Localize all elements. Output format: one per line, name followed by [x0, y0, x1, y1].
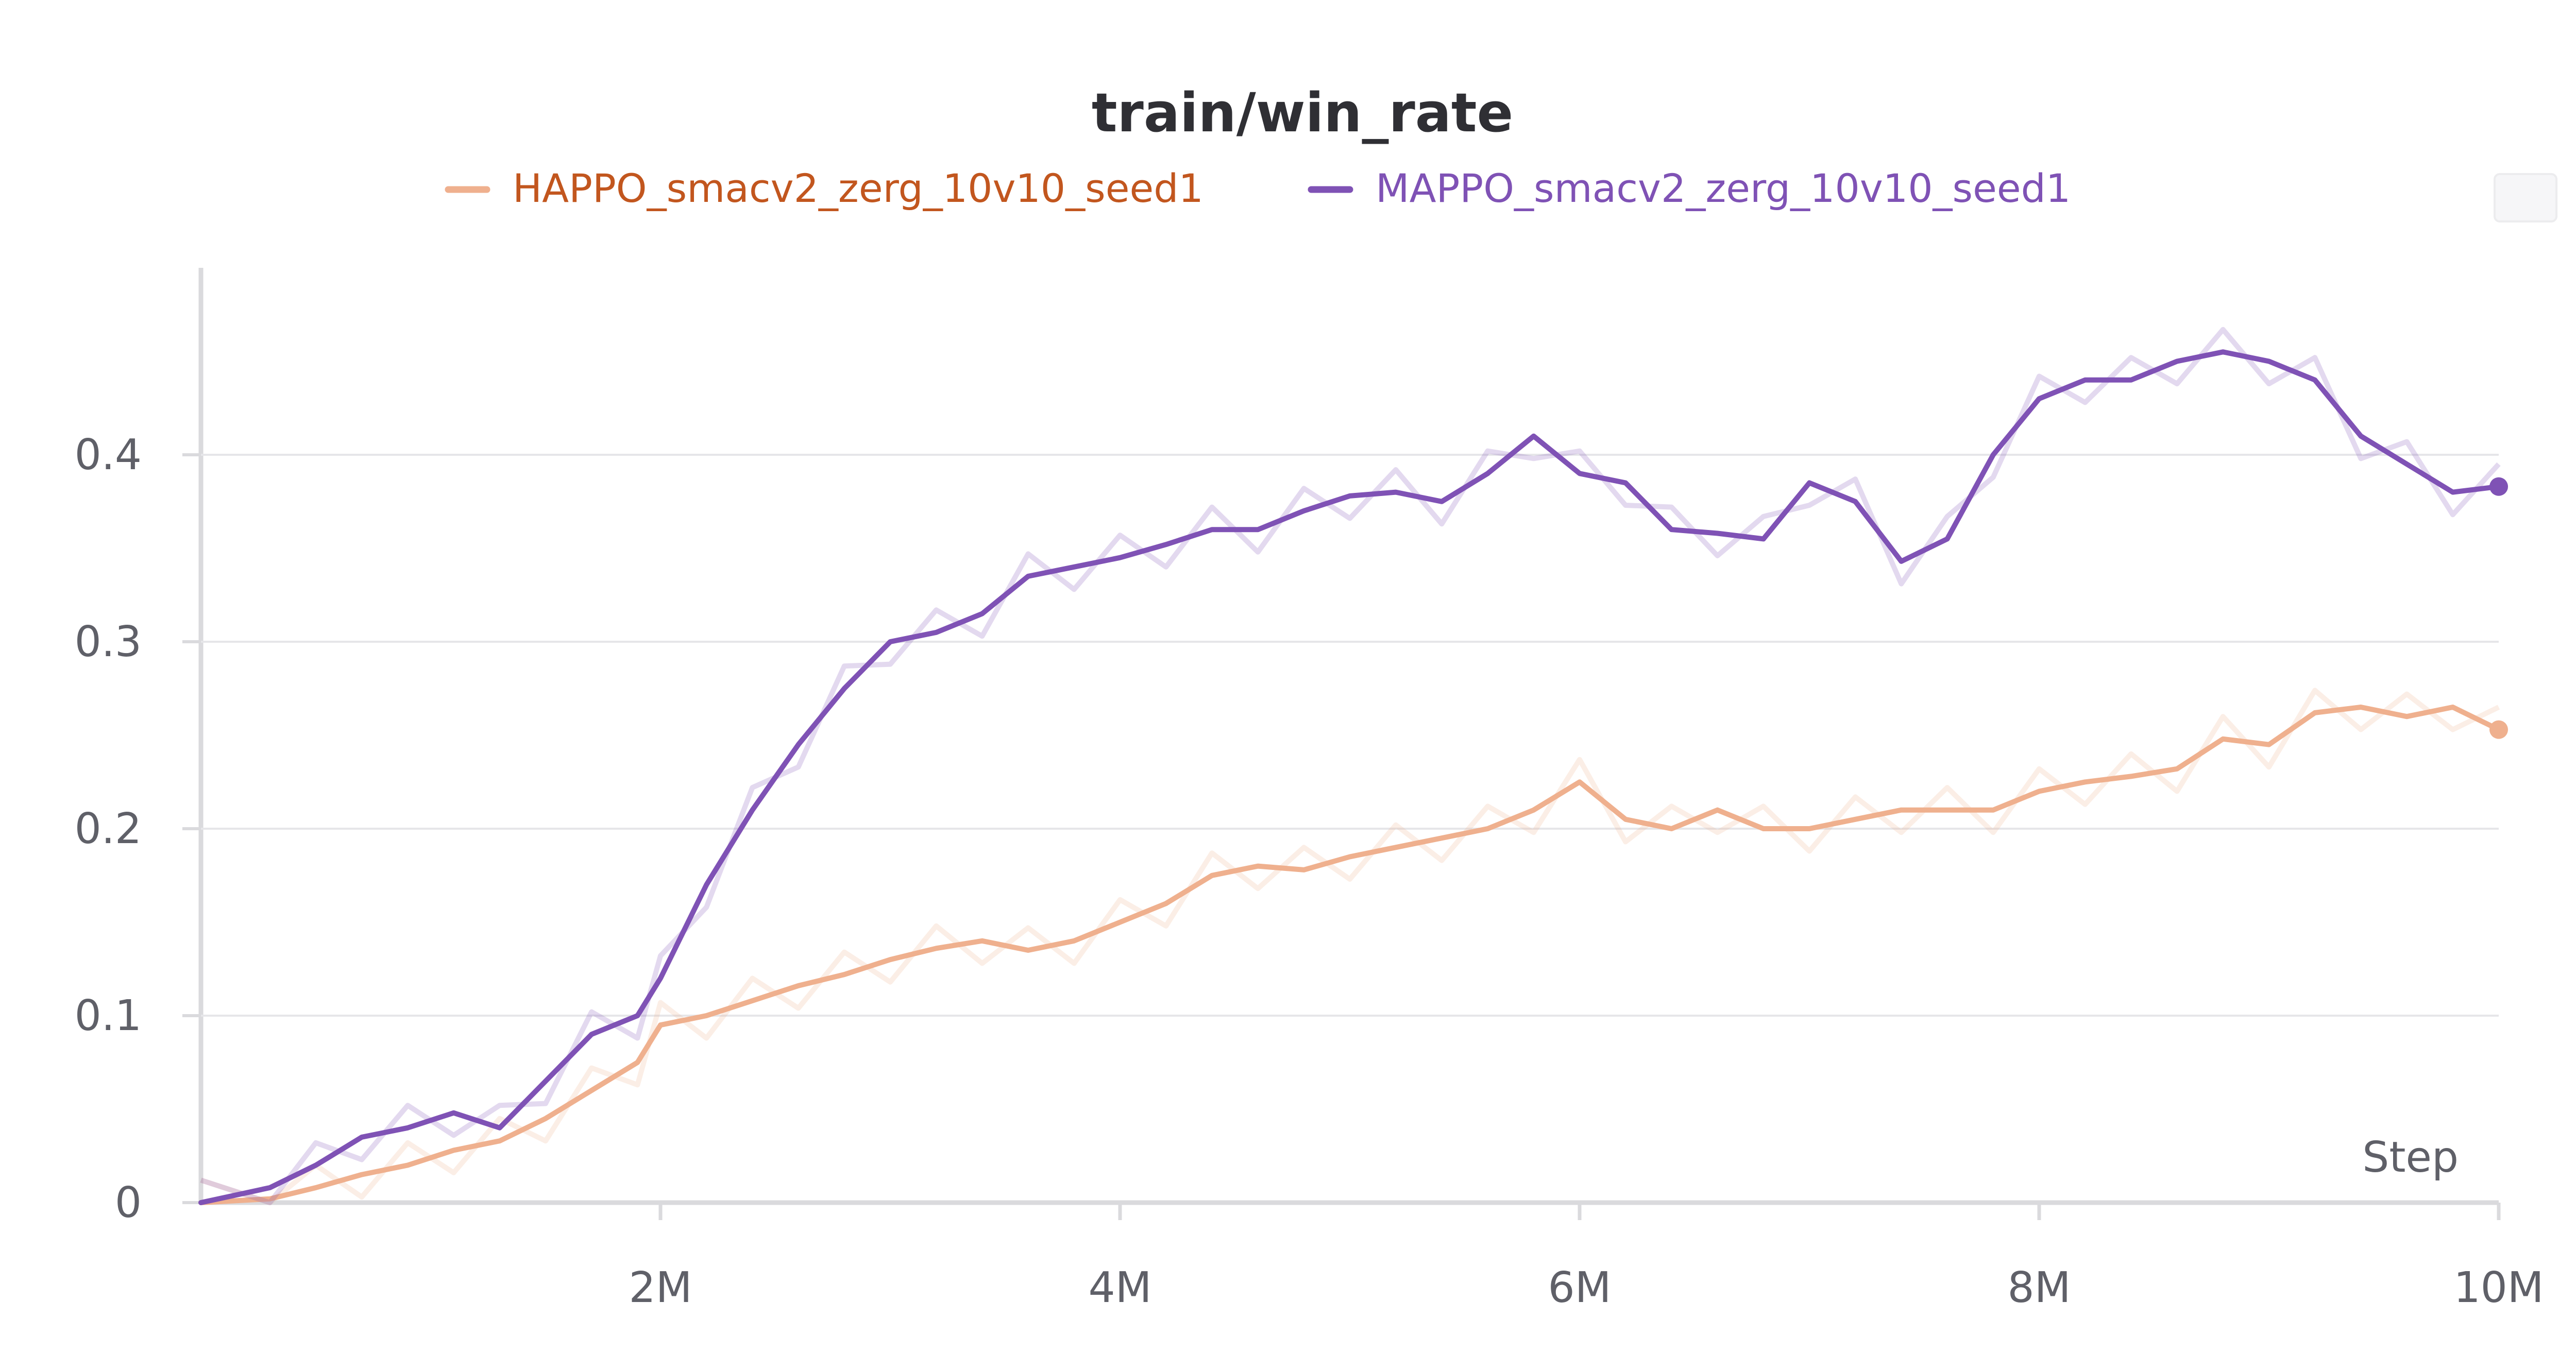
- x-tick-label: 6M: [1548, 1263, 1612, 1312]
- series-lines: [198, 327, 2508, 1205]
- y-tick-label: 0.3: [75, 618, 142, 666]
- mappo-legend-label: MAPPO_smacv2_zerg_10v10_seed1: [1376, 165, 2071, 211]
- x-tick-label: 2M: [629, 1263, 692, 1312]
- y-tick-label: 0.4: [75, 431, 142, 480]
- mappo-endpoint-marker: [2489, 477, 2508, 496]
- mappo-raw-line: [200, 327, 2501, 1205]
- happo-raw-line: [200, 688, 2500, 1205]
- x-tick-label: 10M: [2453, 1263, 2544, 1312]
- x-axis-ticks: 2M 4M 6M 8M 10M: [629, 1203, 2544, 1312]
- legend: HAPPO_smacv2_zerg_10v10_seed1 MAPPO_smacv…: [445, 165, 2071, 211]
- y-axis-ticks: 0 0.1 0.2 0.3 0.4: [75, 431, 201, 1227]
- happo-legend-label: HAPPO_smacv2_zerg_10v10_seed1: [513, 165, 1204, 211]
- legend-toggle-button[interactable]: [2494, 173, 2557, 222]
- y-tick-label: 0: [115, 1178, 142, 1227]
- y-tick-label: 0.2: [75, 804, 142, 853]
- y-tick-label: 0.1: [75, 991, 142, 1040]
- happo-endpoint-marker: [2489, 720, 2508, 739]
- chart-title: train/win_rate: [1092, 81, 1513, 144]
- happo-series-line: [198, 705, 2501, 1205]
- x-tick-label: 4M: [1089, 1263, 1152, 1312]
- x-tick-label: 8M: [2008, 1263, 2071, 1312]
- mappo-series-line: [198, 349, 2501, 1205]
- gridlines: [198, 268, 2499, 1205]
- x-axis-label: Step: [2362, 1133, 2459, 1182]
